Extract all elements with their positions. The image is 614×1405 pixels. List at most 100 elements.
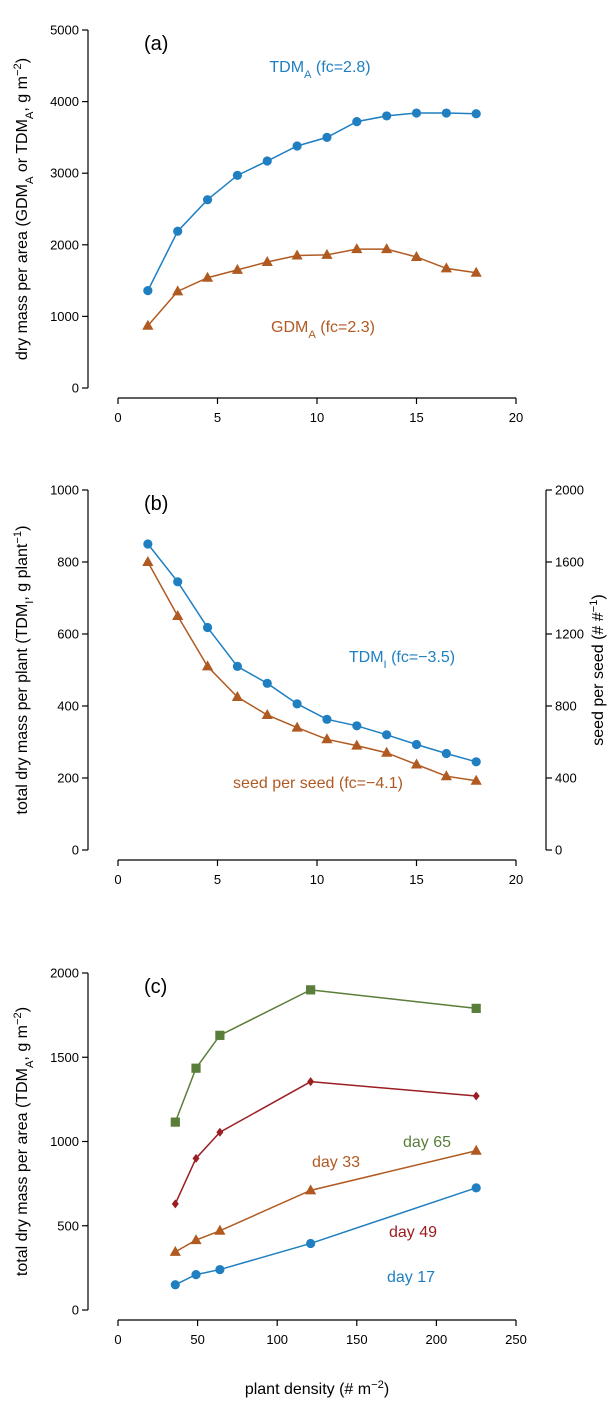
- x-tick-label: 15: [409, 872, 423, 887]
- x-tick-label: 50: [190, 1332, 204, 1347]
- data-point: [216, 1127, 224, 1137]
- data-point: [306, 1238, 316, 1249]
- data-point: [306, 985, 316, 995]
- data-point: [262, 678, 272, 688]
- data-point: [232, 170, 242, 180]
- data-point: [471, 1003, 481, 1013]
- data-point: [470, 1144, 482, 1155]
- data-point: [215, 1030, 225, 1040]
- data-point: [381, 243, 393, 254]
- data-point: [261, 709, 273, 719]
- panel-label: (b): [144, 493, 168, 515]
- x-tick-label: 15: [409, 410, 423, 425]
- data-point: [305, 1184, 317, 1195]
- y-tick-label: 500: [57, 1218, 79, 1233]
- data-point: [471, 109, 481, 119]
- data-point: [441, 748, 451, 759]
- x-tick-label: 10: [310, 410, 324, 425]
- data-point: [173, 226, 183, 236]
- data-point: [142, 319, 154, 330]
- x-tick-label: 20: [509, 410, 523, 425]
- y-tick-label: 1500: [50, 1050, 79, 1065]
- series-label: GDMA (fc=2.3): [271, 319, 375, 341]
- y-tick-label: 3000: [50, 166, 79, 181]
- series-day-65: [170, 985, 481, 1127]
- data-point: [470, 266, 482, 277]
- series-label: TDMI (fc=−3.5): [349, 649, 455, 671]
- data-point: [472, 1091, 480, 1101]
- data-point: [471, 757, 481, 767]
- y-tick-label: 0: [72, 843, 79, 858]
- series-seed-per-seed-fc-4-1: [142, 556, 482, 785]
- data-point: [214, 1224, 226, 1235]
- data-point: [441, 108, 451, 118]
- y-tick-label: 1000: [50, 309, 79, 324]
- series-label: day 49: [389, 1224, 437, 1241]
- data-point: [322, 714, 332, 724]
- y2-tick-label: 1200: [555, 627, 584, 642]
- data-point: [191, 1063, 201, 1073]
- y-tick-label: 4000: [50, 94, 79, 109]
- y-tick-label: 0: [72, 381, 79, 396]
- data-point: [202, 622, 213, 633]
- series-label: day 33: [312, 1154, 360, 1171]
- data-point: [143, 539, 153, 549]
- y-tick-label: 600: [57, 627, 79, 642]
- data-point: [201, 660, 214, 671]
- data-point: [231, 691, 243, 701]
- series-tdm-i-fc-3-5: [143, 539, 481, 767]
- series-label: TDMA (fc=2.8): [269, 59, 370, 81]
- data-point: [352, 117, 362, 127]
- data-point: [291, 249, 303, 260]
- x-tick-label: 5: [214, 410, 221, 425]
- y-tick-label: 1000: [50, 483, 79, 498]
- data-point: [232, 661, 242, 672]
- data-point: [292, 699, 302, 709]
- y-axis-label: total dry mass per plant (TDMI, g plant−…: [12, 526, 36, 815]
- panel-b: 0 5 10 15 2002004006008001000040080012001600…: [12, 483, 607, 888]
- data-point: [382, 730, 392, 740]
- data-point: [142, 556, 154, 566]
- series-line: [147, 561, 477, 782]
- series-line: [147, 543, 477, 763]
- x-tick-label: 20: [509, 872, 523, 887]
- y-axis-label: total dry mass per area (TDMA, g m−2): [12, 1007, 36, 1276]
- data-point: [351, 739, 363, 750]
- series-gdm-a-fc-2-3: [142, 243, 482, 330]
- data-point: [411, 739, 422, 750]
- data-point: [411, 108, 422, 118]
- y2-tick-label: 400: [555, 771, 577, 786]
- data-point: [292, 141, 302, 151]
- x-tick-label: 250: [505, 1332, 527, 1347]
- panel-label: (c): [144, 976, 167, 998]
- series-day-17: [170, 1183, 481, 1290]
- data-point: [202, 195, 213, 205]
- series-line: [147, 248, 477, 327]
- series-tdm-a-fc-2-8: [143, 108, 481, 296]
- data-point: [170, 1117, 180, 1127]
- x-tick-label: 0: [114, 1332, 121, 1347]
- panel-label: (a): [144, 33, 168, 55]
- data-point: [191, 1270, 201, 1280]
- data-point: [352, 721, 362, 731]
- data-point: [351, 243, 363, 254]
- series-day-49: [171, 1077, 480, 1209]
- y-tick-label: 2000: [50, 966, 79, 981]
- panel-c: 0 50 100 150 200 250 0 500 1000 1500 2000 total dry…: [12, 966, 527, 1399]
- data-point: [143, 286, 153, 296]
- data-point: [192, 1153, 200, 1163]
- y2-tick-label: 800: [555, 699, 577, 714]
- data-point: [190, 1234, 202, 1245]
- y-tick-label: 800: [57, 555, 79, 570]
- x-tick-label: 0: [114, 410, 121, 425]
- x-tick-label: 100: [266, 1332, 288, 1347]
- data-point: [170, 1280, 180, 1290]
- data-point: [322, 132, 332, 142]
- x-tick-label: 150: [346, 1332, 368, 1347]
- data-point: [440, 262, 452, 273]
- data-point: [231, 263, 243, 274]
- series-line: [147, 112, 477, 291]
- data-point: [262, 156, 272, 166]
- data-point: [215, 1264, 225, 1275]
- data-point: [381, 746, 393, 757]
